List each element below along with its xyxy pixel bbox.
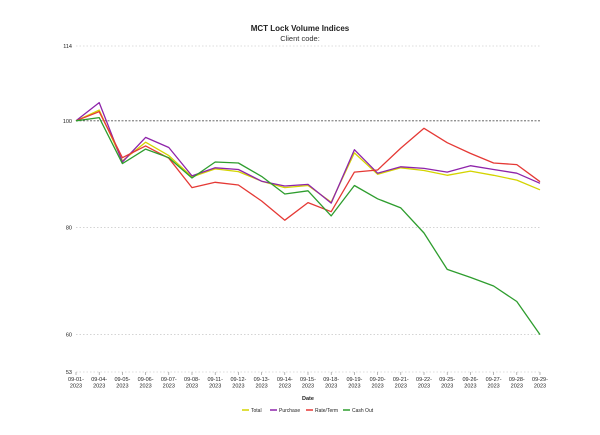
chart-title: MCT Lock Volume Indices [250, 24, 350, 33]
y-tick-label: 100 [63, 119, 72, 125]
series-lines [75, 101, 541, 335]
x-tick-label: 09-25-2023 [439, 377, 455, 390]
x-tick-label: 09-11-2023 [207, 377, 223, 390]
x-tick-label: 09-29-2023 [532, 377, 548, 390]
chart-subtitle: Client code: [280, 34, 320, 43]
grid-lines [76, 45, 540, 373]
legend-label: Purchase [279, 408, 300, 414]
x-tick-label: 09-08-2023 [184, 377, 200, 390]
x-tick-label: 09-19-2023 [346, 377, 362, 390]
x-tick-label: 09-05-2023 [114, 377, 130, 390]
x-tick-label: 09-15-2023 [300, 377, 316, 390]
x-axis-ticks: 09-01-2023 09-04-2023 09-05-2023 09-06-2023… [68, 372, 548, 390]
legend-label: Rate/Term [315, 408, 338, 414]
x-tick-label: 09-18-2023 [323, 377, 339, 390]
y-tick-label: 60 [66, 333, 72, 339]
x-tick-label: 09-22-2023 [416, 377, 432, 390]
x-tick-label: 09-06-2023 [138, 377, 154, 390]
y-tick-label: 80 [66, 226, 72, 232]
series-line-cash-out [75, 116, 541, 335]
series-line-purchase [75, 101, 541, 204]
x-tick-label: 09-04-2023 [91, 377, 107, 390]
legend-label: Total [251, 408, 262, 414]
x-tick-label: 09-21-2023 [393, 377, 409, 390]
series-line-total [75, 109, 541, 203]
y-tick-label: 114 [63, 44, 72, 50]
series-line-rate-term [75, 111, 541, 221]
x-tick-label: 09-14-2023 [277, 377, 293, 390]
legend-label: Cash Out [352, 408, 374, 414]
x-tick-label: 09-12-2023 [230, 377, 246, 390]
x-tick-label: 09-27-2023 [486, 377, 502, 390]
x-axis-label: Date [302, 396, 314, 402]
y-axis-ticks: 53 60 80 100 114 [63, 44, 72, 376]
x-tick-label: 09-26-2023 [462, 377, 478, 390]
x-tick-label: 09-01-2023 [68, 377, 84, 390]
x-tick-label: 09-20-2023 [370, 377, 386, 390]
y-tick-label: 53 [66, 370, 72, 376]
legend: Total Purchase Rate/Term Cash Out [242, 408, 374, 414]
x-tick-label: 09-28-2023 [509, 377, 525, 390]
x-tick-label: 09-13-2023 [254, 377, 270, 390]
x-tick-label: 09-07-2023 [161, 377, 177, 390]
